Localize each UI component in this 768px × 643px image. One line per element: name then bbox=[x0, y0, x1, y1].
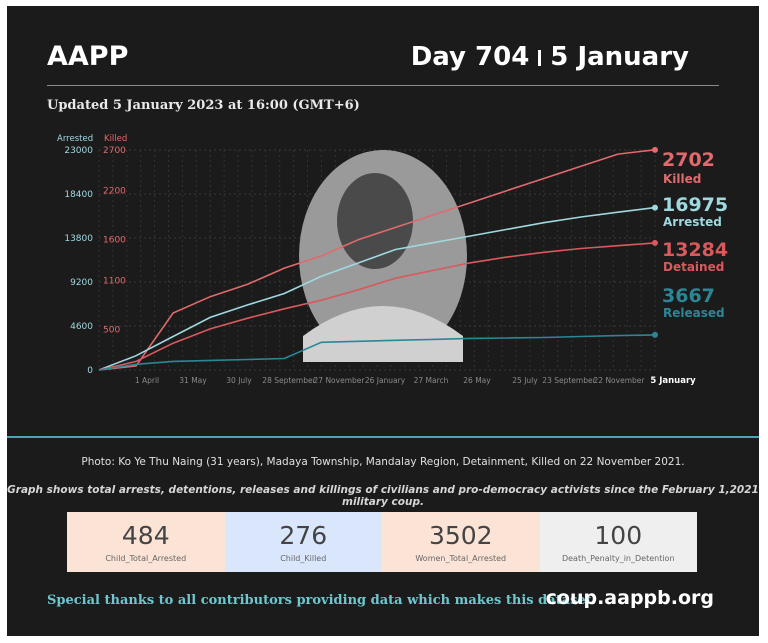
x-tick-label: 27 March bbox=[414, 376, 449, 385]
left-tick-label: 4600 bbox=[70, 322, 93, 332]
x-tick-label: 5 January bbox=[650, 376, 696, 386]
series-line-killed bbox=[98, 149, 656, 371]
left-tick-label: 13800 bbox=[64, 234, 93, 244]
stat-card: 276 Child_Killed bbox=[224, 512, 382, 572]
x-tick-label: 26 January bbox=[365, 376, 406, 385]
left-tick-label: 23000 bbox=[64, 146, 93, 156]
stat-cards: 484 Child_Total_Arrested 276 Child_Killed 35… bbox=[67, 512, 697, 572]
stat-value: 276 bbox=[279, 521, 328, 550]
graph-caption: Graph shows total arrests, detentions, r… bbox=[7, 484, 759, 508]
x-tick-label: 30 July bbox=[226, 376, 252, 385]
series-end-dot-arrested bbox=[652, 204, 658, 211]
series-end-name: Killed bbox=[663, 172, 701, 186]
photo-caption: Photo: Ko Ye Thu Naing (31 years), Maday… bbox=[81, 456, 685, 468]
left-tick-label: 0 bbox=[87, 366, 93, 376]
series-line-detained bbox=[98, 242, 656, 371]
stat-card: 3502 Women_Total_Arrested bbox=[382, 512, 540, 572]
x-tick-label: 25 July bbox=[512, 376, 538, 385]
line-chart: 0 4600 9200 13800 18400 23000 500 1100 1600 2200 2… bbox=[57, 134, 728, 386]
x-tick-label: 23 September bbox=[542, 376, 596, 385]
portrait-shirt bbox=[303, 306, 463, 362]
portrait-head bbox=[337, 173, 413, 269]
series-end-dot-detained bbox=[652, 239, 658, 246]
site-link[interactable]: coup.aappb.org bbox=[545, 587, 714, 609]
day-date: 5 January bbox=[550, 42, 689, 72]
right-tick-label: 2200 bbox=[103, 187, 126, 197]
right-axis-title: Killed bbox=[104, 134, 127, 144]
x-tick-label: 27 November bbox=[314, 376, 366, 385]
stat-value: 100 bbox=[594, 521, 643, 550]
stat-card: 100 Death_Penalty_in_Detention bbox=[539, 512, 697, 572]
day-title: Day 704 5 January bbox=[411, 42, 689, 72]
stat-label: Child_Total_Arrested bbox=[105, 554, 187, 563]
day-number: Day 704 bbox=[410, 42, 530, 72]
left-axis-title: Arrested bbox=[57, 134, 93, 144]
series-end-value: 13284 bbox=[662, 239, 728, 261]
x-tick-label: 26 May bbox=[463, 376, 491, 385]
stat-label: Women_Total_Arrested bbox=[415, 554, 507, 563]
stat-card: 484 Child_Total_Arrested bbox=[67, 512, 225, 572]
updated-timestamp: Updated 5 January 2023 at 16:00 (GMT+6) bbox=[47, 98, 360, 113]
series-end-dot-released bbox=[652, 331, 658, 338]
right-tick-label: 1100 bbox=[103, 276, 126, 286]
x-tick-label: 28 September bbox=[262, 376, 316, 385]
brand-title: AAPP bbox=[47, 41, 129, 72]
series-end-name: Arrested bbox=[663, 215, 722, 229]
header-rule bbox=[47, 85, 719, 86]
title-separator bbox=[538, 49, 542, 66]
right-tick-label: 1600 bbox=[103, 236, 126, 246]
stat-label: Death_Penalty_in_Detention bbox=[561, 554, 675, 563]
stat-label: Child_Killed bbox=[280, 554, 327, 563]
x-tick-label: 22 November bbox=[594, 376, 646, 385]
left-tick-label: 18400 bbox=[64, 190, 93, 200]
right-tick-label: 2700 bbox=[103, 146, 126, 156]
section-divider bbox=[7, 436, 759, 438]
infographic-panel: AAPP Day 704 5 January Updated 5 January … bbox=[7, 6, 759, 636]
series-end-value: 3667 bbox=[662, 285, 715, 307]
series-line-arrested bbox=[98, 206, 656, 371]
right-tick-label: 500 bbox=[103, 325, 120, 335]
series-end-name: Detained bbox=[663, 260, 724, 274]
stat-value: 3502 bbox=[428, 521, 493, 550]
thanks-note: Special thanks to all contributors provi… bbox=[47, 593, 597, 608]
series-line-released bbox=[98, 334, 656, 371]
series-end-dot-killed bbox=[652, 146, 658, 153]
left-tick-label: 9200 bbox=[70, 278, 93, 288]
series-end-value: 2702 bbox=[662, 149, 715, 171]
series-end-name: Released bbox=[663, 306, 725, 320]
x-tick-label: 31 May bbox=[179, 376, 207, 385]
x-tick-label: 1 April bbox=[135, 376, 159, 385]
stat-value: 484 bbox=[121, 521, 170, 550]
series-end-value: 16975 bbox=[662, 194, 728, 216]
